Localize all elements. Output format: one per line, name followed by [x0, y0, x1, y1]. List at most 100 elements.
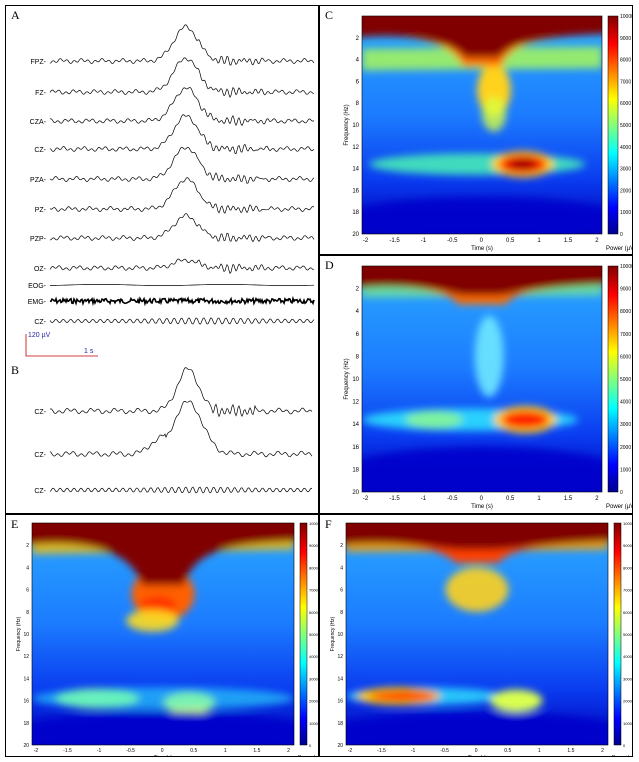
ctick-5: 5000	[620, 123, 631, 129]
xtick-5: 0.5	[190, 748, 197, 754]
ytick-6: 14	[352, 422, 359, 428]
colorbar	[607, 15, 619, 235]
ctick-4: 6000	[623, 610, 632, 615]
ctick-7: 3000	[620, 422, 631, 428]
ctick-5: 5000	[620, 377, 631, 383]
x-axis-label: Time (s)	[468, 755, 486, 756]
xtick-3: -0.5	[126, 748, 135, 754]
ctick-6: 4000	[620, 145, 631, 151]
x-axis-label: Time (s)	[471, 504, 493, 510]
b-eeg-trace-2	[49, 486, 313, 494]
colorbar-label: Power (µV²)	[606, 246, 632, 252]
ctick-9: 1000	[620, 210, 631, 216]
colorbar-label: Power (µV²)	[612, 755, 632, 756]
panel-c: C 2 4 6 8 10 12 14 16 18 20 -2 -1.5 -1 -0.5 0 0.5 1 1.5 2 T…	[319, 5, 633, 255]
colorbar-label: Power (µV²)	[298, 755, 318, 756]
ytick-7: 16	[23, 699, 29, 705]
ytick-8: 18	[23, 721, 29, 727]
eeg-trace-9	[49, 295, 315, 307]
ytick-4: 10	[23, 632, 29, 638]
panel-ab: A FPZ- FZ- CZA- CZ- PZA- PZ- PZP- OZ- EOG- EMG- CZ…	[5, 5, 319, 514]
ytick-1: 4	[356, 309, 360, 315]
xtick-1: -1.5	[63, 748, 72, 754]
spectrogram-e: 2 4 6 8 10 12 14 16 18 20 -2 -1.5 -1 -0.5 0 0.5 1 1.5 2 Tim…	[16, 521, 318, 756]
spectrogram-c: 2 4 6 8 10 12 14 16 18 20 -2 -1.5 -1 -0.5 0 0.5 1 1.5 2 Tim…	[344, 14, 632, 252]
xtick-8: 2	[595, 496, 599, 502]
eeg-trace-4	[49, 146, 315, 184]
ytick-5: 12	[23, 654, 29, 660]
ctick-10: 0	[623, 743, 626, 748]
ytick-9: 20	[23, 743, 29, 749]
xtick-0: -2	[34, 748, 39, 754]
ytick-8: 18	[337, 721, 343, 727]
y-axis-label: Frequency (Hz)	[16, 616, 22, 651]
xtick-7: 1.5	[567, 748, 574, 754]
ctick-3: 7000	[620, 79, 631, 85]
spectrogram-f: 2 4 6 8 10 12 14 16 18 20 -2 -1.5 -1 -0.5 0 0.5 1 1.5 2 Tim…	[330, 521, 632, 756]
eeg-trace-7	[49, 258, 315, 275]
spectrogram-image	[346, 523, 608, 745]
spectrogram-d: 2 4 6 8 10 12 14 16 18 20 -2 -1.5 -1 -0.5 0 0.5 1 1.5 2 Tim…	[344, 264, 632, 510]
eeg-trace-1	[49, 57, 314, 99]
xtick-4: 0	[480, 238, 484, 244]
ctick-2: 8000	[623, 565, 632, 570]
ytick-0: 2	[356, 287, 360, 293]
ytick-9: 20	[352, 490, 359, 496]
colorbar	[613, 522, 622, 746]
ctick-3: 7000	[623, 588, 632, 593]
xtick-3: -0.5	[440, 748, 449, 754]
panel-f: F 2 4 6 8 10 12 14 16 18 20 -2 -1.5 -1 -0.5 0 0.5 1 1.5 2 T…	[319, 514, 633, 757]
eeg-trace-8	[50, 284, 314, 286]
eeg-trace-3	[49, 114, 315, 155]
xtick-7: 1.5	[564, 238, 573, 244]
ctick-4: 6000	[620, 354, 631, 360]
ctick-1: 9000	[309, 543, 318, 548]
xtick-4: 0	[161, 748, 164, 754]
spectrogram-image	[32, 523, 294, 745]
ctick-5: 5000	[623, 632, 632, 637]
x-axis-label: Time (s)	[471, 246, 493, 252]
ytick-2: 6	[26, 588, 29, 594]
xtick-6: 1	[224, 748, 227, 754]
panel-e-label: E	[11, 517, 19, 531]
ctick-2: 8000	[309, 565, 318, 570]
ytick-9: 20	[337, 743, 343, 749]
ctick-6: 4000	[309, 654, 318, 659]
xtick-6: 1	[538, 748, 541, 754]
xtick-8: 2	[287, 748, 290, 754]
ctick-10: 0	[620, 490, 623, 496]
panel-c-label: C	[325, 8, 334, 22]
xtick-6: 1	[537, 496, 541, 502]
ctick-9: 1000	[309, 721, 318, 726]
xtick-0: -2	[348, 748, 353, 754]
x-axis-label: Time (s)	[154, 755, 172, 756]
ctick-2: 8000	[620, 58, 631, 64]
ytick-3: 8	[356, 354, 360, 360]
channel-label-9: EMG-	[28, 299, 47, 306]
ytick-5: 12	[352, 145, 359, 151]
ctick-2: 8000	[620, 309, 631, 315]
ytick-0: 2	[340, 543, 343, 549]
ctick-4: 6000	[620, 101, 631, 107]
channel-label-6: PZP-	[30, 236, 47, 243]
ytick-4: 10	[352, 123, 359, 129]
ctick-4: 6000	[309, 610, 318, 615]
ctick-6: 4000	[623, 654, 632, 659]
ytick-0: 2	[356, 36, 360, 42]
scale-voltage-label: 120 µV	[28, 332, 51, 339]
b-channel-label-1: CZ-	[34, 452, 46, 459]
panel-e: E 2 4 6 8 10 12 14 16 18 20 -2 -1.5 -1 -0.5 0 0.5 1 1.5 2 T…	[5, 514, 319, 757]
scale-bar	[25, 334, 98, 357]
eeg-trace-10	[49, 317, 315, 325]
xtick-8: 2	[595, 238, 599, 244]
y-axis-label: Frequency (Hz)	[344, 358, 350, 399]
ytick-0: 2	[26, 543, 29, 549]
ytick-7: 16	[337, 699, 343, 705]
ytick-1: 4	[26, 565, 29, 571]
ctick-7: 3000	[309, 676, 318, 681]
channel-label-1: FZ-	[35, 90, 47, 97]
eeg-trace-2	[49, 87, 315, 127]
xtick-7: 1.5	[253, 748, 260, 754]
ctick-7: 3000	[623, 676, 632, 681]
